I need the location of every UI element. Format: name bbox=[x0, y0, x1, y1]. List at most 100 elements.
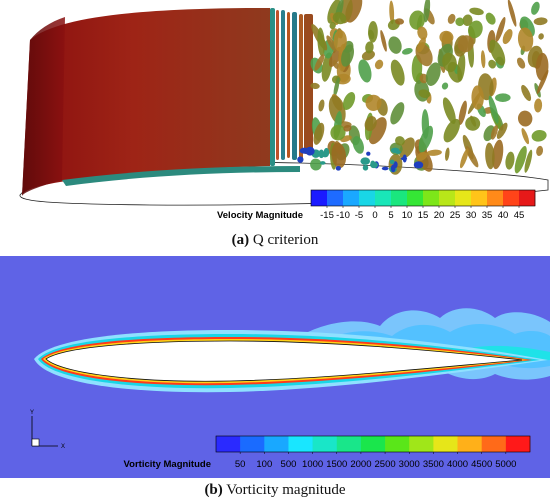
vortex-blob bbox=[496, 122, 508, 139]
velocity-colorbar-tick-label: 5 bbox=[388, 210, 393, 221]
vortex-blob bbox=[395, 18, 405, 25]
vorticity-colorbar-tick-label: 5000 bbox=[495, 459, 516, 470]
vortex-blob bbox=[455, 17, 465, 27]
axis-y-label: Y bbox=[30, 410, 34, 416]
vortex-blob bbox=[343, 125, 352, 132]
vorticity-colorbar-swatch bbox=[264, 436, 289, 452]
vorticity-colorbar-swatch bbox=[457, 436, 482, 452]
vortex-blob bbox=[342, 91, 356, 111]
vortex-blob bbox=[390, 59, 405, 86]
vortex-blob bbox=[332, 11, 347, 25]
vortex-blob bbox=[485, 12, 496, 25]
velocity-colorbar-tick-label: 15 bbox=[418, 210, 429, 221]
vortex-blob bbox=[462, 14, 473, 27]
leading-edge-isosurface bbox=[22, 8, 270, 196]
vorticity-colorbar-swatch bbox=[409, 436, 434, 452]
vortex-blob bbox=[409, 10, 426, 30]
vortex-blob bbox=[442, 97, 456, 124]
vortex-blob bbox=[442, 52, 457, 73]
velocity-colorbar-swatch bbox=[327, 190, 344, 206]
vortex-blob bbox=[416, 152, 428, 162]
caption-b: (b) Vorticity magnitude bbox=[0, 482, 550, 499]
vorticity-colorbar-tick-label: 50 bbox=[235, 459, 246, 470]
vortex-blob bbox=[368, 20, 378, 43]
vortex-blob bbox=[364, 116, 377, 132]
vortex-band bbox=[304, 14, 313, 154]
vortex-blob bbox=[313, 122, 325, 145]
vortex-blob bbox=[534, 98, 543, 113]
velocity-colorbar-tick-label: -10 bbox=[336, 210, 350, 221]
vortex-blob bbox=[317, 27, 325, 57]
vortex-blob bbox=[358, 59, 372, 83]
vortex-blob bbox=[418, 89, 431, 98]
axis-x-label: X bbox=[61, 444, 65, 450]
vortex-blob bbox=[417, 37, 426, 53]
vortex-blob bbox=[443, 118, 460, 143]
vortex-blob bbox=[366, 151, 371, 156]
velocity-colorbar-tick-label: 35 bbox=[482, 210, 493, 221]
velocity-colorbar: -15 -10 -5 0 5 10 15 20 25 30 35 40 45 bbox=[310, 189, 536, 221]
vorticity-colorbar-swatch bbox=[433, 436, 458, 452]
velocity-colorbar-swatch bbox=[343, 190, 360, 206]
vortex-blob bbox=[445, 147, 450, 161]
vortex-blob bbox=[531, 129, 547, 142]
vortex-blob bbox=[395, 150, 401, 154]
velocity-colorbar-swatch bbox=[455, 190, 472, 206]
vorticity-colorbar-swatch bbox=[385, 436, 410, 452]
vortex-blob bbox=[368, 117, 387, 145]
shear-layer-sheet bbox=[62, 166, 300, 186]
vorticity-colorbar-swatch bbox=[288, 436, 313, 452]
velocity-colorbar-swatch bbox=[311, 190, 328, 206]
vortex-structures bbox=[270, 0, 549, 175]
vortex-blob bbox=[395, 136, 405, 146]
velocity-colorbar-tick-label: 25 bbox=[450, 210, 461, 221]
velocity-colorbar-swatch bbox=[439, 190, 456, 206]
vortex-blob bbox=[370, 160, 376, 166]
vortex-blob bbox=[485, 142, 495, 170]
vortex-blob bbox=[495, 16, 506, 42]
vortex-blob bbox=[380, 30, 387, 52]
vorticity-colorbar-tick-label: 2500 bbox=[375, 459, 396, 470]
vortex-blob bbox=[297, 156, 304, 163]
vorticity-colorbar-swatch bbox=[312, 436, 338, 452]
vortex-blob bbox=[365, 94, 382, 111]
vortex-blob bbox=[488, 59, 497, 69]
vortex-blob bbox=[362, 164, 369, 171]
vortex-blob bbox=[441, 82, 449, 90]
vortex-blob bbox=[457, 35, 474, 53]
vortex-blob bbox=[533, 17, 548, 26]
velocity-colorbar-tick-label: -15 bbox=[320, 210, 334, 221]
vortex-blob bbox=[417, 26, 428, 40]
vortex-blob bbox=[465, 146, 479, 168]
vorticity-colorbar-tick-label: 100 bbox=[256, 459, 272, 470]
vortex-blob bbox=[521, 128, 530, 145]
vortex-blob bbox=[333, 77, 340, 97]
vortex-blob bbox=[318, 99, 325, 112]
vortex-blob bbox=[335, 165, 341, 171]
vortex-blob bbox=[489, 39, 506, 66]
vortex-blob bbox=[330, 124, 346, 141]
vortex-band bbox=[276, 10, 279, 160]
vorticity-colorbar-tick-label: 3500 bbox=[423, 459, 444, 470]
vortex-blob bbox=[393, 161, 398, 169]
vortex-blob bbox=[360, 157, 371, 165]
q-criterion-figure: -15 -10 -5 0 5 10 15 20 25 30 35 40 45 Velocity Magn… bbox=[0, 0, 550, 228]
vorticity-colorbar-tick-label: 500 bbox=[281, 459, 297, 470]
leading-edge-shade bbox=[22, 17, 65, 196]
vorticity-colorbar-swatch bbox=[336, 436, 362, 452]
vortex-blob bbox=[495, 93, 511, 102]
velocity-colorbar-tick-label: 40 bbox=[498, 210, 509, 221]
velocity-colorbar-swatch bbox=[375, 190, 392, 206]
vortex-blob bbox=[400, 157, 408, 161]
vortex-blob bbox=[458, 100, 467, 125]
velocity-colorbar-tick-label: 45 bbox=[514, 210, 525, 221]
vorticity-colorbar: 50 100 500 1000 1500 2000 2500 3000 3500 4000 4500… bbox=[215, 435, 531, 470]
velocity-colorbar-swatch bbox=[423, 190, 440, 206]
velocity-colorbar-swatch bbox=[359, 190, 376, 206]
vortex-blob bbox=[310, 82, 320, 90]
velocity-colorbar-swatch bbox=[487, 190, 504, 206]
vortex-blob bbox=[319, 161, 326, 165]
velocity-colorbar-tick-label: 10 bbox=[402, 210, 413, 221]
vortex-blob bbox=[505, 151, 515, 170]
vortex-blob bbox=[517, 110, 533, 127]
